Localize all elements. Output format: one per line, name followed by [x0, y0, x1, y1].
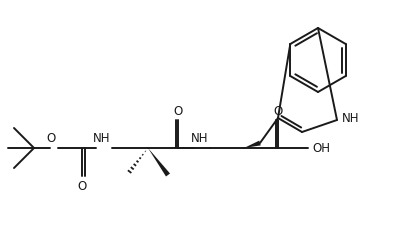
Polygon shape	[148, 148, 170, 177]
Text: NH: NH	[342, 112, 360, 124]
Text: O: O	[273, 105, 283, 118]
Text: NH: NH	[93, 132, 110, 145]
Text: O: O	[77, 180, 87, 193]
Text: O: O	[47, 132, 56, 145]
Polygon shape	[244, 141, 261, 148]
Text: NH: NH	[190, 132, 208, 145]
Text: OH: OH	[312, 142, 330, 155]
Text: O: O	[173, 105, 183, 118]
